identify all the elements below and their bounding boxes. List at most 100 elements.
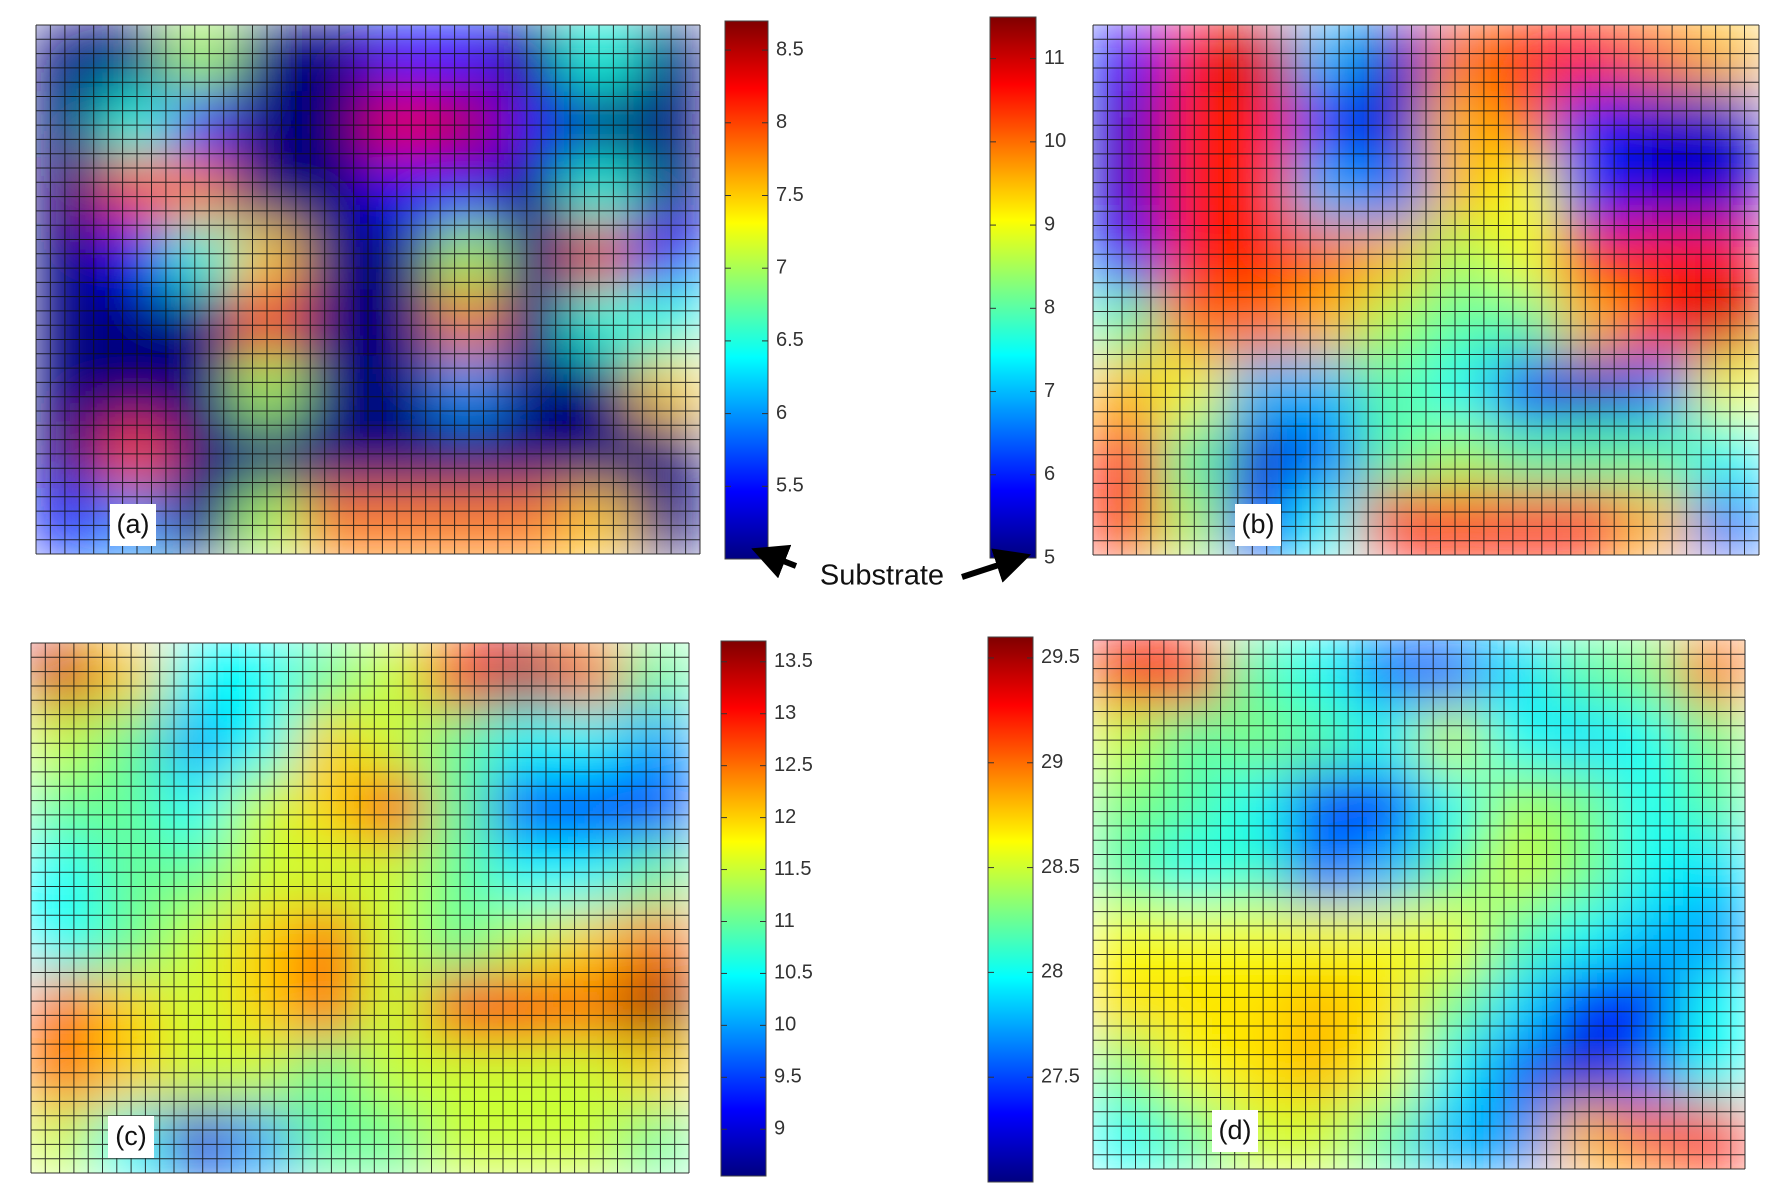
heat-cell: [368, 91, 435, 158]
heat-cell: [294, 1106, 361, 1173]
panel-label: (a): [117, 509, 150, 539]
heat-cell: [96, 908, 164, 975]
heat-cell: [633, 91, 700, 158]
heat-cell: [1359, 223, 1427, 291]
heat-cell: [1492, 422, 1560, 490]
heat-cell: [168, 157, 236, 224]
colorbar-tick-label: 28: [1041, 961, 1063, 983]
heat-cell: [1159, 488, 1227, 555]
heat-cell: [1492, 223, 1560, 291]
heat-cell: [1559, 157, 1627, 225]
heat-cell: [168, 421, 236, 489]
heat-cell: [1093, 1102, 1159, 1169]
heat-cell: [1292, 488, 1360, 555]
mesh-grid: [30, 642, 690, 1174]
heat-cell: [1158, 970, 1224, 1038]
colorbar-tick-label: 29: [1041, 751, 1063, 773]
heat-cell: [301, 25, 369, 92]
heat-cell: [1226, 91, 1294, 159]
heat-cell: [557, 643, 624, 710]
heat-cell: [1625, 157, 1693, 225]
colorbar-tick-label: 5: [1044, 546, 1055, 568]
colorbar-tick-label: 9: [774, 1118, 785, 1140]
heat-cell: [1223, 904, 1290, 972]
heat-cell: [1419, 640, 1485, 707]
panel-label-box: [108, 1116, 154, 1158]
heat-cell: [633, 421, 700, 489]
heat-cell: [294, 709, 361, 777]
heat-cell: [1484, 1036, 1550, 1104]
colorbar-tick-label: 10.5: [774, 962, 813, 984]
heat-cell: [1419, 1036, 1485, 1104]
heat-cell: [168, 91, 236, 158]
heat-cell: [301, 289, 369, 357]
heat-cell: [368, 289, 435, 357]
panel-label: (c): [115, 1121, 146, 1151]
panel-label: (b): [1242, 509, 1275, 539]
heat-cell: [557, 841, 624, 909]
heat-cell: [31, 709, 98, 777]
heat-cell: [1692, 25, 1759, 92]
heat-cell: [557, 709, 624, 777]
heat-cell: [1492, 25, 1560, 92]
heat-cell: [1159, 290, 1227, 357]
colorbar-tick-label: 10: [774, 1014, 796, 1036]
heat-cell: [1492, 488, 1560, 555]
heat-cell: [1093, 1036, 1159, 1104]
heat-cell: [434, 223, 502, 291]
heat-cell: [557, 974, 624, 1042]
heat-cell: [31, 1106, 98, 1173]
heat-cell: [491, 775, 558, 843]
heat-cell: [1359, 290, 1427, 357]
heat-cell: [294, 643, 361, 710]
heat-cell: [1292, 157, 1360, 225]
heat-cell: [500, 355, 568, 423]
heat-cell: [1484, 838, 1550, 906]
heat-cell: [1353, 640, 1420, 707]
heat-cell: [235, 487, 303, 554]
heat-cell: [1484, 706, 1550, 773]
panel-label-box: [1212, 1110, 1258, 1152]
heat-cell: [1492, 91, 1560, 159]
heat-cell: [228, 908, 295, 975]
heat-cell: [1692, 157, 1759, 225]
heat-cell: [1614, 1102, 1681, 1169]
colorbar-tick-label: 11.5: [774, 858, 811, 880]
heat-cell: [623, 974, 689, 1042]
heat-cell: [235, 91, 303, 158]
colorbar-tick-label: 13: [774, 702, 796, 724]
heat-cell: [1158, 904, 1224, 972]
heat-cell: [36, 25, 103, 92]
heat-cell: [294, 974, 361, 1042]
heat-cell: [1614, 838, 1681, 906]
heat-cell: [235, 289, 303, 357]
heat-cell: [434, 421, 502, 489]
heat-cell: [1426, 488, 1494, 555]
heat-cell: [1625, 223, 1693, 291]
colorbar-tick-label: 8: [776, 111, 787, 133]
heat-cell: [102, 421, 170, 489]
heat-cell: [102, 355, 170, 423]
heat-cell: [1226, 356, 1294, 424]
colorbar-tick-label: 11: [1044, 47, 1065, 69]
heat-cell: [1625, 488, 1693, 555]
heat-cell: [1625, 91, 1693, 159]
heat-cell: [235, 355, 303, 423]
heat-cell: [368, 223, 435, 291]
heat-cell: [301, 355, 369, 423]
heat-cell: [1692, 91, 1759, 159]
heat-cell: [1093, 157, 1161, 225]
heat-cell: [36, 487, 103, 554]
heat-cell: [301, 487, 369, 554]
heat-cell: [1159, 25, 1227, 92]
heat-cell: [425, 709, 493, 777]
colorbar: [724, 20, 769, 560]
colorbar-tick-label: 6.5: [776, 329, 804, 351]
heat-cell: [360, 974, 427, 1042]
heat-cell: [1419, 970, 1485, 1038]
heat-cell: [1559, 356, 1627, 424]
heat-cell: [360, 775, 427, 843]
heat-cell: [1559, 91, 1627, 159]
heat-cell: [1614, 970, 1681, 1038]
heat-cell: [1679, 772, 1745, 839]
